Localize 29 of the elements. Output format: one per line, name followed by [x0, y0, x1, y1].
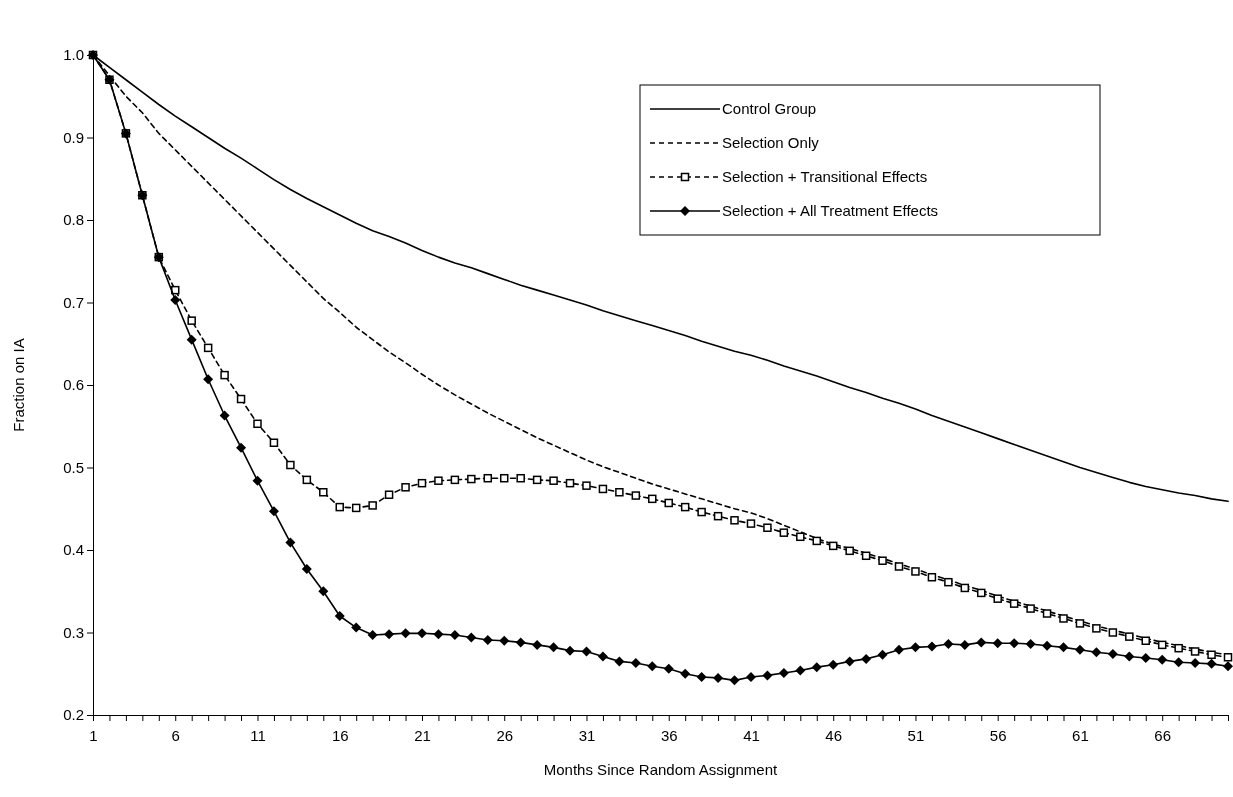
x-tick-label: 11	[250, 726, 266, 744]
x-tick-label: 56	[989, 726, 1007, 744]
x-tick-label: 1	[89, 726, 98, 744]
y-tick-label: 0.3	[63, 623, 84, 641]
legend-label: Selection Only	[722, 134, 820, 151]
x-tick-label: 51	[907, 726, 925, 744]
x-tick-label: 46	[825, 726, 843, 744]
x-tick-label: 6	[171, 726, 180, 744]
legend-label: Selection + Transitional Effects	[722, 168, 928, 185]
y-axis-title: Fraction on IA	[10, 338, 27, 432]
y-tick-label: 0.4	[63, 541, 84, 559]
y-tick-label: 0.2	[63, 706, 84, 724]
x-tick-label: 66	[1154, 726, 1172, 744]
x-tick-label: 16	[331, 726, 349, 744]
legend-label: Selection + All Treatment Effects	[722, 202, 939, 219]
x-tick-label: 26	[496, 726, 514, 744]
y-tick-label: 0.9	[63, 128, 84, 146]
legend-label: Control Group	[722, 100, 817, 117]
y-tick-label: 0.7	[63, 293, 84, 311]
x-tick-label: 21	[414, 726, 431, 744]
y-tick-label: 1.0	[63, 46, 84, 64]
x-tick-label: 41	[743, 726, 760, 744]
y-tick-label: 0.8	[63, 211, 84, 229]
y-tick-label: 0.6	[63, 376, 84, 394]
x-tick-label: 61	[1072, 726, 1089, 744]
x-axis-title: Months Since Random Assignment	[543, 761, 779, 778]
x-tick-label: 31	[578, 726, 596, 744]
x-tick-label: 36	[660, 726, 678, 744]
y-tick-label: 0.5	[63, 458, 84, 476]
